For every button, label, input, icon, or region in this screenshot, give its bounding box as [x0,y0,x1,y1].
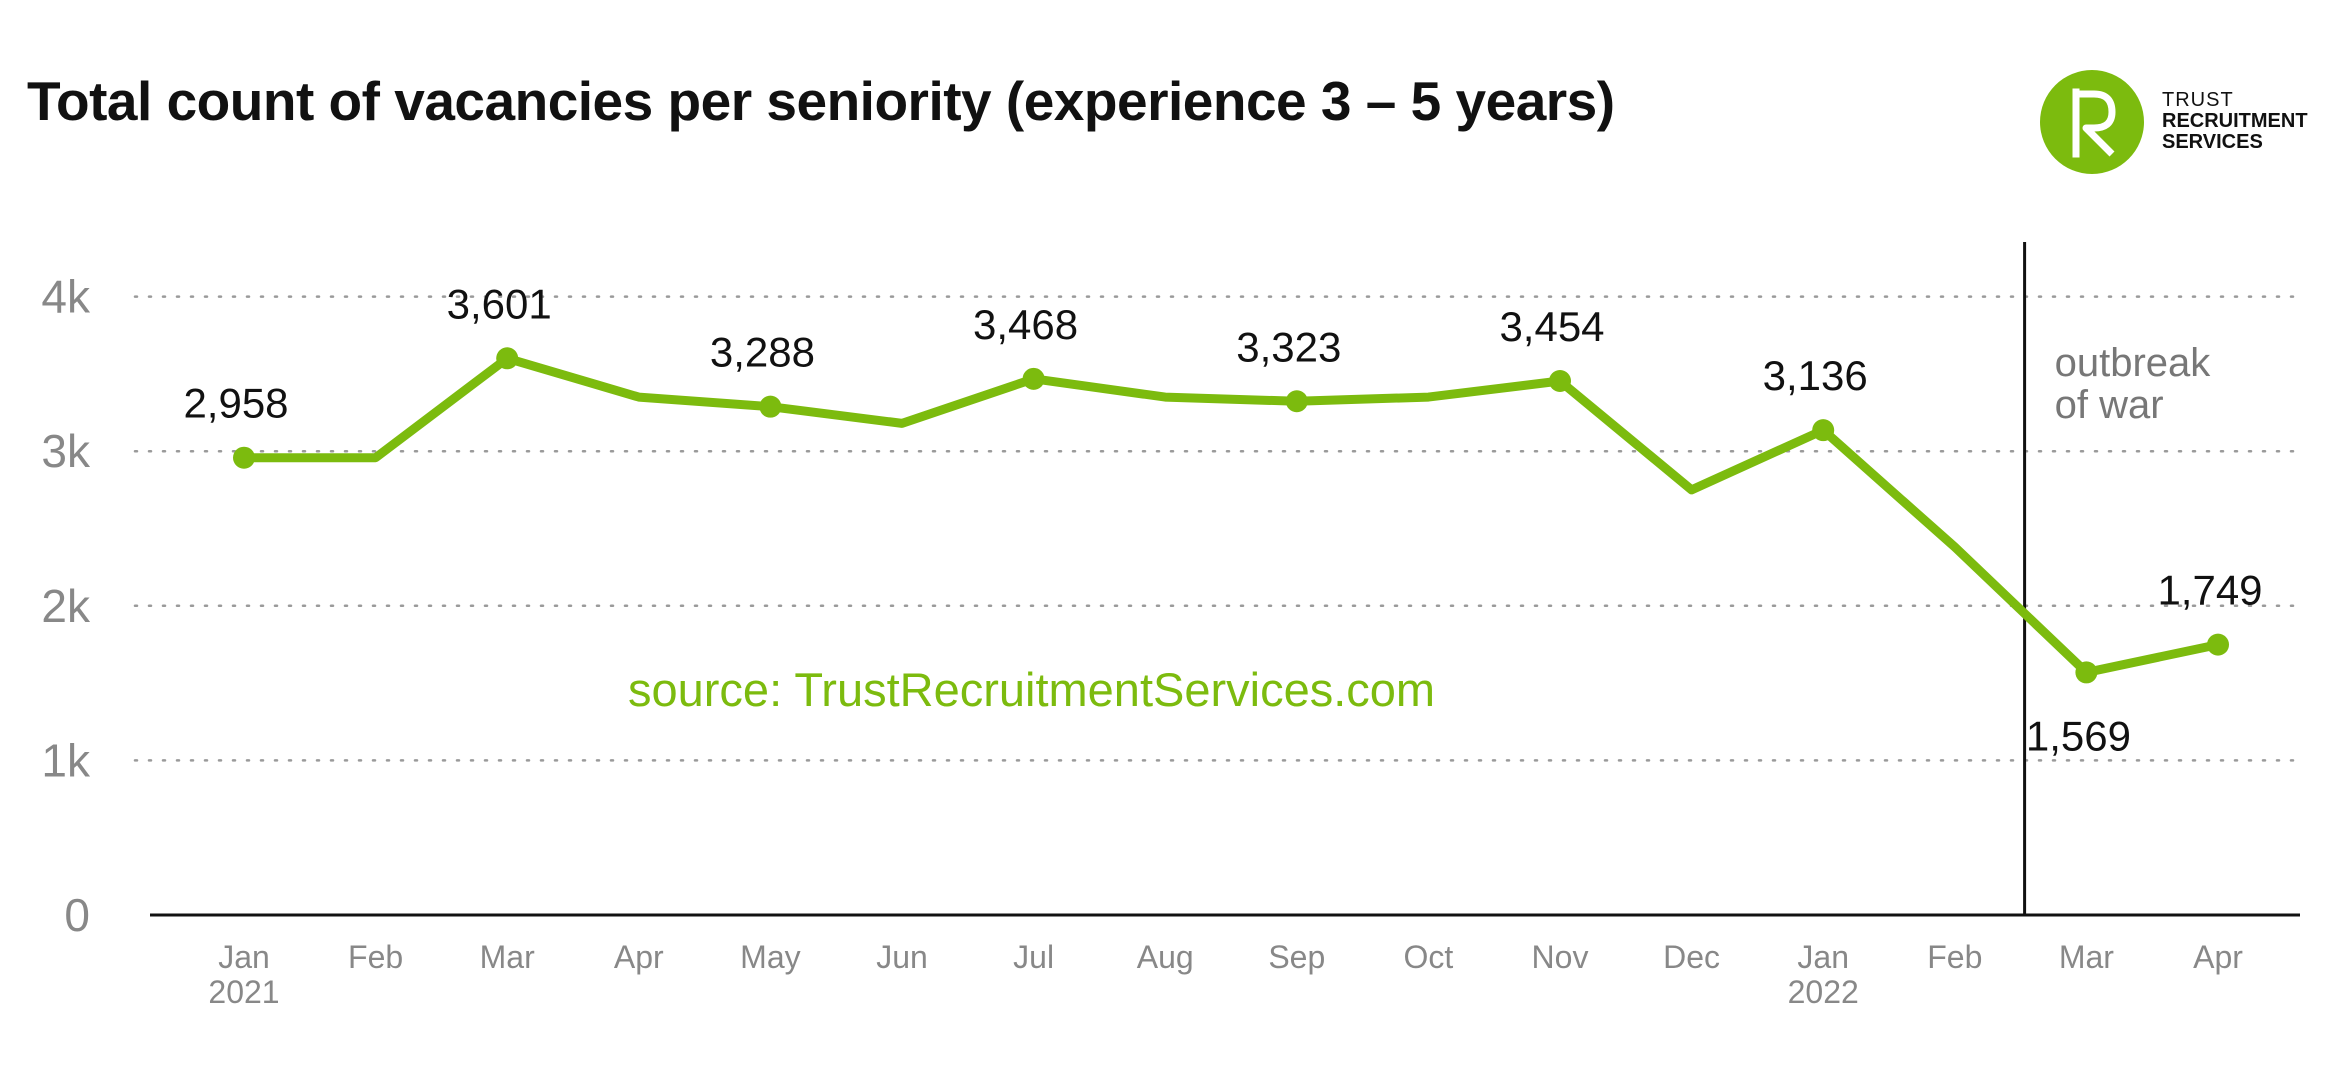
x-tick-label: Jan [1797,939,1849,975]
data-label: 3,454 [1499,303,1604,350]
data-point [2075,661,2098,684]
x-tick-year-label: 2022 [1788,974,1859,1010]
y-tick-label: 3k [41,425,91,477]
x-tick-label: Mar [480,939,535,975]
source-note: source: TrustRecruitmentServices.com [628,663,1436,716]
war-annotation-line-1: outbreak [2055,341,2212,385]
chart-title: Total count of vacancies per seniority (… [27,70,1615,132]
data-point [233,446,255,469]
logo-line-1: TRUST [2162,89,2234,111]
logo-line-3: SERVICES [2162,131,2263,153]
x-tick-label: Jun [876,939,928,975]
data-label: 3,468 [973,301,1078,348]
x-tick-label: Feb [1927,939,1982,975]
data-label: 1,749 [2157,567,2262,614]
x-tick-label: May [740,939,800,975]
x-tick-label: Nov [1532,939,1589,975]
x-tick-label: Aug [1137,939,1194,975]
data-label: 3,288 [710,329,815,376]
x-tick-label: Apr [2193,939,2243,975]
y-tick-label: 2k [41,580,91,632]
data-label: 1,569 [2026,712,2131,759]
logo-line-2: RECRUITMENT [2162,110,2308,132]
data-point [1285,390,1308,413]
data-point [1549,370,1571,393]
data-label: 3,601 [447,280,552,327]
trust-recruitment-logo: TRUST RECRUITMENT SERVICES [2040,70,2320,180]
x-tick-label: Jan [218,939,270,975]
x-tick-year-label: 2021 [208,974,279,1010]
logo-r-icon [2040,70,2144,174]
data-point [759,395,782,418]
x-tick-label: Jul [1013,939,1054,975]
x-tick-label: Feb [348,939,403,975]
data-label: 3,136 [1763,352,1868,399]
data-label: 3,323 [1236,323,1341,370]
x-tick-label: Sep [1268,939,1325,975]
logo-wordmark: TRUST RECRUITMENT SERVICES [2162,90,2308,153]
series-line [239,353,2223,677]
data-label: 2,958 [183,380,288,427]
x-tick-label: Mar [2059,939,2114,975]
x-tick-label: Oct [1404,939,1454,975]
war-annotation-line-2: of war [2055,383,2164,427]
x-tick-label: Dec [1663,939,1720,975]
x-tick-label: Apr [614,939,664,975]
data-point [496,347,519,370]
data-point [2207,633,2229,656]
y-tick-label: 1k [41,734,91,786]
data-point [1022,367,1045,390]
y-tick-label: 0 [64,889,90,941]
data-point [1812,419,1835,442]
y-tick-label: 4k [41,271,91,323]
